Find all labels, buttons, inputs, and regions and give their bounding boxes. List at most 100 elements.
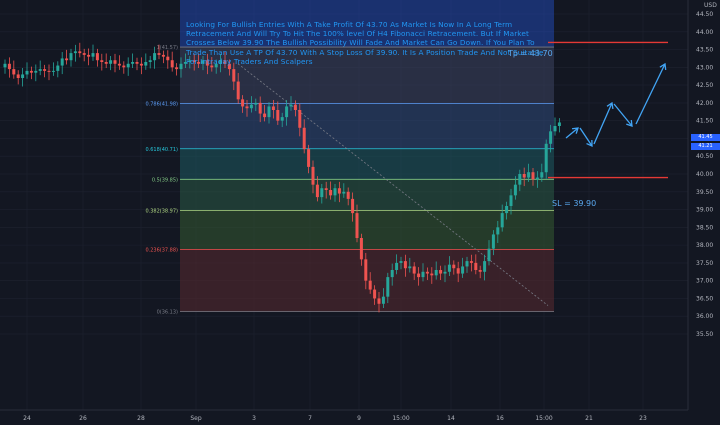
- forecast-arrow: [579, 127, 593, 147]
- currency-label: USD: [704, 2, 717, 9]
- y-tick-label: 38.00: [696, 242, 713, 249]
- fib-level-label: 1(41.57): [157, 45, 178, 51]
- bull-candle: [381, 296, 385, 304]
- x-tick-label: 7: [308, 415, 312, 422]
- bear-candle: [117, 63, 121, 66]
- bull-candle: [513, 184, 517, 196]
- y-tick-label: 35.50: [696, 331, 713, 338]
- bull-candle: [527, 172, 531, 178]
- analysis-note: Looking For Bullish Entries With A Take …: [186, 20, 544, 66]
- bear-candle: [263, 113, 267, 118]
- fib-level-label: 0.382(38.97): [145, 209, 178, 215]
- bear-candle: [65, 58, 69, 61]
- bear-candle: [245, 106, 249, 109]
- bull-candle: [131, 62, 135, 64]
- fib-level-label: 0(36.13): [157, 310, 178, 316]
- forecast-arrow: [635, 63, 666, 125]
- bull-candle: [126, 63, 130, 68]
- bear-candle: [373, 289, 377, 299]
- bear-candle: [241, 99, 245, 107]
- x-tick-label: 3: [252, 415, 256, 422]
- y-tick-label: 39.00: [696, 207, 713, 214]
- bull-candle: [399, 261, 403, 263]
- bear-candle: [161, 54, 165, 57]
- bull-candle: [557, 122, 561, 127]
- bull-candle: [249, 104, 253, 109]
- bull-candle: [333, 188, 337, 196]
- bear-candle: [293, 104, 297, 111]
- fib-band: [180, 148, 554, 180]
- bull-candle: [483, 261, 487, 272]
- bear-candle: [7, 63, 11, 70]
- bull-candle: [38, 69, 42, 71]
- forecast-arrow-head: [586, 139, 593, 148]
- bull-candle: [540, 172, 544, 178]
- bull-candle: [214, 63, 218, 68]
- bull-candle: [21, 74, 25, 79]
- bull-candle: [434, 270, 438, 276]
- bear-candle: [324, 188, 328, 191]
- bull-candle: [109, 60, 113, 64]
- fib-band: [180, 47, 554, 104]
- trend-line: [237, 63, 549, 306]
- bear-candle: [205, 60, 209, 66]
- bull-candle: [285, 106, 289, 118]
- bull-candle: [320, 188, 324, 198]
- bear-candle: [43, 69, 47, 71]
- bear-candle: [478, 270, 482, 272]
- annotation-box: [180, 0, 554, 48]
- fib-level-label: 0.786(41.98): [145, 102, 178, 108]
- x-tick-label: 9: [357, 415, 361, 422]
- bull-candle: [461, 266, 465, 274]
- bull-candle: [254, 102, 258, 105]
- bear-candle: [425, 271, 429, 274]
- x-tick-label: 21: [585, 415, 593, 422]
- bear-candle: [78, 51, 82, 54]
- bear-candle: [12, 69, 16, 75]
- forecast-arrow-head: [659, 62, 667, 71]
- bear-candle: [522, 174, 526, 178]
- bull-candle: [280, 117, 284, 121]
- bull-candle: [535, 177, 539, 180]
- bull-candle: [91, 53, 95, 57]
- y-tick-label: 37.00: [696, 278, 713, 285]
- bull-candle: [73, 51, 77, 54]
- bear-candle: [298, 110, 302, 128]
- y-tick-label: 37.50: [696, 260, 713, 267]
- bull-candle: [188, 60, 192, 63]
- bear-candle: [377, 298, 381, 304]
- bear-candle: [258, 102, 262, 114]
- bear-candle: [157, 53, 161, 55]
- x-tick-label: 16: [496, 415, 504, 422]
- fib-band: [180, 179, 554, 211]
- bear-candle: [197, 62, 201, 64]
- bear-candle: [469, 261, 473, 263]
- bear-candle: [337, 188, 341, 194]
- bear-candle: [175, 67, 179, 70]
- bull-candle: [183, 62, 187, 64]
- bear-candle: [29, 70, 33, 73]
- x-tick-label: 28: [137, 415, 145, 422]
- bull-candle: [421, 271, 425, 278]
- bull-candle: [544, 143, 548, 173]
- y-tick-label: 44.00: [696, 29, 713, 36]
- bull-candle: [496, 227, 500, 235]
- bear-candle: [166, 56, 170, 61]
- bear-candle: [311, 166, 315, 185]
- y-tick-label: 36.00: [696, 313, 713, 320]
- bear-candle: [276, 110, 280, 121]
- last-price-badge: 41.45: [691, 134, 720, 141]
- bear-candle: [113, 60, 117, 64]
- bull-candle: [148, 60, 152, 63]
- y-tick-label: 44.50: [696, 11, 713, 18]
- fib-level-label: 0.5(39.85): [152, 177, 178, 183]
- x-tick-label: 26: [79, 415, 87, 422]
- y-tick-label: 38.50: [696, 224, 713, 231]
- bull-candle: [267, 106, 271, 118]
- fib-level-label: 0.618(40.71): [145, 147, 178, 153]
- bear-candle: [307, 149, 311, 167]
- y-tick-label: 43.00: [696, 64, 713, 71]
- bull-candle: [179, 63, 183, 70]
- bear-candle: [271, 106, 275, 111]
